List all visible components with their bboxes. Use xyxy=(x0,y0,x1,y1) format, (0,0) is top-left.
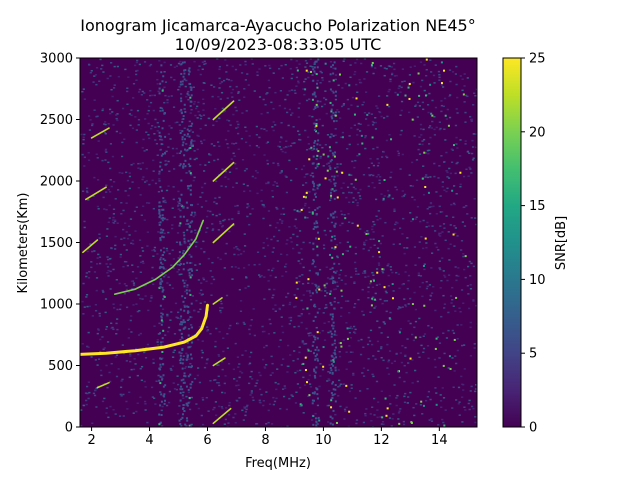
colorbar-tick-label: 10 xyxy=(529,273,546,288)
y-tick-label: 500 xyxy=(48,359,73,374)
x-tick-label: 2 xyxy=(87,433,95,448)
echo-trace-low-3 xyxy=(82,239,99,254)
x-axis: 2 4 6 8 10 12 14 xyxy=(87,427,448,448)
y-tick-label: 1500 xyxy=(40,236,73,251)
chart-title-line1: Ionogram Jicamarca-Ayacucho Polarization… xyxy=(80,16,475,35)
y-tick-label: 2500 xyxy=(40,113,73,128)
y-tick-label: 3000 xyxy=(40,52,73,67)
echo-trace-low-2 xyxy=(85,186,107,201)
x-tick-label: 6 xyxy=(203,433,211,448)
colorbar: 0 5 10 15 20 25 SNR[dB] xyxy=(502,52,569,436)
x-axis-label: Freq(MHz) xyxy=(245,456,311,471)
plot-area xyxy=(79,57,478,428)
chart-title-line2: 10/09/2023-08:33:05 UTC xyxy=(175,35,382,54)
colorbar-tick-label: 5 xyxy=(529,347,537,362)
x-tick-label: 14 xyxy=(431,433,448,448)
echo-trace-oblique-6 xyxy=(212,407,232,425)
y-tick-label: 1000 xyxy=(40,298,73,313)
echo-trace-low-1 xyxy=(90,127,110,139)
echo-trace-oblique-2 xyxy=(212,161,235,182)
colorbar-tick-label: 20 xyxy=(529,125,546,140)
colorbar-gradient xyxy=(502,57,522,428)
x-tick-label: 4 xyxy=(145,433,153,448)
echo-trace-second-hop xyxy=(114,219,204,295)
echo-trace-oblique-3 xyxy=(212,223,235,244)
colorbar-tick-label: 15 xyxy=(529,199,546,214)
colorbar-tick-label: 0 xyxy=(529,421,537,436)
echo-trace-low-4 xyxy=(96,381,110,389)
y-axis-label: Kilometers(Km) xyxy=(16,193,31,294)
x-tick-label: 8 xyxy=(261,433,269,448)
echo-trace-oblique-4 xyxy=(212,297,223,305)
y-tick-label: 2000 xyxy=(40,175,73,190)
colorbar-tick-label: 25 xyxy=(529,52,546,67)
echo-trace-oblique-5 xyxy=(212,357,226,367)
colorbar-label: SNR[dB] xyxy=(554,216,569,270)
x-tick-label: 10 xyxy=(315,433,332,448)
x-tick-label: 12 xyxy=(373,433,390,448)
y-tick-label: 0 xyxy=(65,421,73,436)
echo-trace-o-trace xyxy=(80,303,209,356)
plot-background xyxy=(80,58,477,427)
echo-trace-oblique-1 xyxy=(212,100,235,121)
y-axis: 0 500 1000 1500 2000 2500 3000 xyxy=(40,52,80,436)
